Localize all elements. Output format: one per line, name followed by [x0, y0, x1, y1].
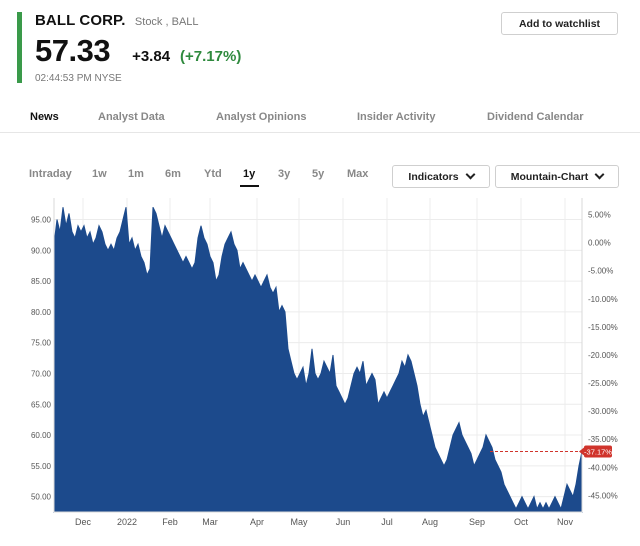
- tab-analyst-opinions[interactable]: Analyst Opinions: [216, 111, 307, 123]
- current-pct-badge-pointer: [579, 447, 584, 456]
- x-tick-label: Nov: [557, 517, 574, 527]
- range-1w[interactable]: 1w: [92, 168, 107, 180]
- price-change: +3.84: [132, 48, 171, 65]
- active-range-underline: [240, 185, 259, 187]
- price-chart[interactable]: 95.00 90.00 85.00 80.00 75.00 70.00 65.00 60.00…: [0, 192, 640, 532]
- tab-news[interactable]: News: [30, 111, 59, 123]
- current-pct-label: -37.17%: [584, 447, 612, 456]
- accent-bar: [17, 12, 22, 83]
- x-tick-label: Sep: [469, 517, 485, 527]
- price-area: [53, 206, 583, 513]
- x-tick-label: Jun: [336, 517, 351, 527]
- y-right-tick-label: -5.00%: [588, 267, 613, 276]
- y-tick-label: 80.00: [31, 308, 52, 317]
- last-price: 57.33: [35, 33, 111, 68]
- y-right-tick-label: -10.00%: [588, 295, 618, 304]
- indicators-label: Indicators: [408, 170, 459, 183]
- x-tick-label: Dec: [75, 517, 92, 527]
- range-3y[interactable]: 3y: [278, 168, 291, 180]
- y-tick-label: 55.00: [31, 462, 52, 471]
- range-1m[interactable]: 1m: [128, 168, 144, 180]
- y-tick-label: 85.00: [31, 277, 52, 286]
- price-row: 57.33 +3.84 (+7.17%): [35, 33, 241, 69]
- x-tick-label: Aug: [422, 517, 438, 527]
- section-tabs: News Analyst Data Analyst Opinions Insid…: [0, 103, 640, 133]
- y-tick-label: 75.00: [31, 339, 52, 348]
- y-tick-label: 50.00: [31, 493, 52, 502]
- chevron-down-icon: [594, 169, 605, 180]
- range-6m[interactable]: 6m: [165, 168, 181, 180]
- y-right-tick-label: -35.00%: [588, 435, 618, 444]
- tab-analyst-data[interactable]: Analyst Data: [98, 111, 165, 123]
- x-tick-label: Jul: [381, 517, 393, 527]
- range-selector: Intraday 1w 1m 6m Ytd 1y 3y 5y Max: [0, 168, 640, 188]
- add-to-watchlist-button[interactable]: Add to watchlist: [501, 12, 618, 35]
- y-right-tick-label: -30.00%: [588, 407, 618, 416]
- quote-timestamp: 02:44:53 PM NYSE: [35, 73, 122, 84]
- chevron-down-icon: [465, 169, 476, 180]
- y-right-tick-label: -15.00%: [588, 323, 618, 332]
- tab-insider-activity[interactable]: Insider Activity: [357, 111, 436, 123]
- x-tick-label: Feb: [162, 517, 178, 527]
- range-5y[interactable]: 5y: [312, 168, 325, 180]
- x-tick-label: Oct: [514, 517, 529, 527]
- range-max[interactable]: Max: [347, 168, 369, 180]
- quote-header: BALL CORP. Stock , BALL 57.33 +3.84 (+7.…: [35, 12, 241, 84]
- price-change-percent: (+7.17%): [180, 48, 242, 65]
- current-pct-badge: [584, 445, 612, 458]
- range-ytd[interactable]: Ytd: [204, 168, 222, 180]
- title-row: BALL CORP. Stock , BALL: [35, 12, 241, 30]
- x-tick-label: 2022: [117, 517, 137, 527]
- y-right-tick-label: 0.00%: [588, 239, 611, 248]
- y-right-tick-label: -45.00%: [588, 491, 618, 500]
- y-tick-label: 95.00: [31, 216, 52, 225]
- chart-type-dropdown[interactable]: Mountain-Chart: [495, 165, 619, 188]
- y-right-tick-label: -20.00%: [588, 351, 618, 360]
- x-tick-label: May: [290, 517, 308, 527]
- chart-type-label: Mountain-Chart: [510, 170, 589, 183]
- y-tick-label: 65.00: [31, 400, 52, 409]
- indicators-dropdown[interactable]: Indicators: [392, 165, 490, 188]
- y-tick-label: 60.00: [31, 431, 52, 440]
- tab-dividend-calendar[interactable]: Dividend Calendar: [487, 111, 584, 123]
- y-right-tick-label: 5.00%: [588, 210, 611, 219]
- ticker-meta: Stock , BALL: [134, 16, 199, 28]
- y-tick-label: 70.00: [31, 369, 52, 378]
- company-name: BALL CORP.: [35, 12, 126, 29]
- y-right-tick-label: -25.00%: [588, 379, 618, 388]
- x-tick-label: Apr: [250, 517, 264, 527]
- y-right-tick-label: -40.00%: [588, 463, 618, 472]
- range-1y[interactable]: 1y: [243, 168, 256, 180]
- range-intraday[interactable]: Intraday: [29, 168, 72, 180]
- x-tick-label: Mar: [202, 517, 218, 527]
- y-tick-label: 90.00: [31, 246, 52, 255]
